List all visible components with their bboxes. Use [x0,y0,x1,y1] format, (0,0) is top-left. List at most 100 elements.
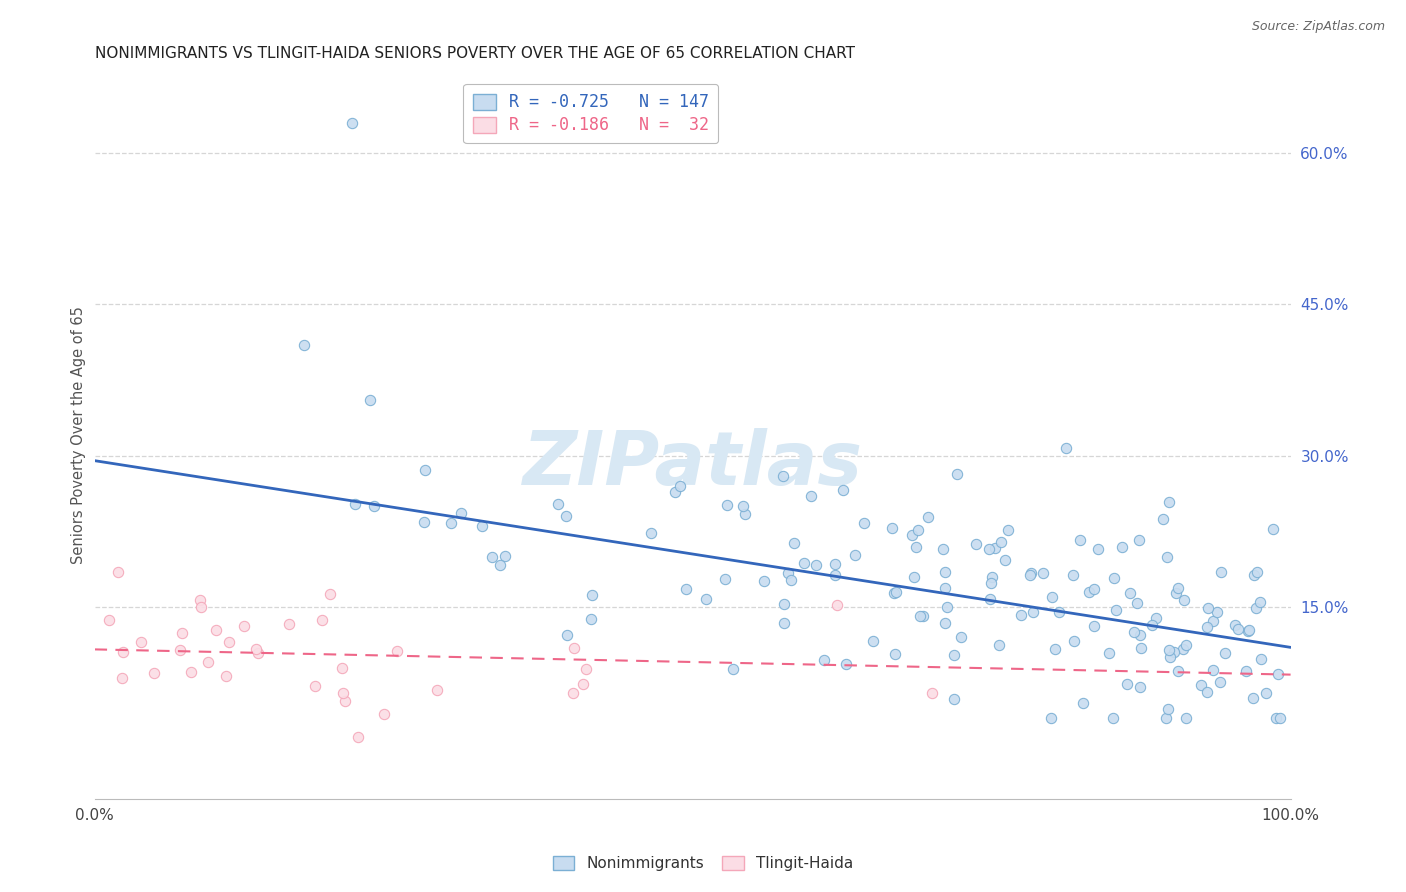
Point [921,686,943,700]
Point [908,609,931,624]
Point [804,558,827,573]
Point [1077,584,1099,599]
Point [581,588,603,602]
Point [1264,711,1286,725]
Legend: Nonimmigrants, Tlingit-Haida: Nonimmigrants, Tlingit-Haida [547,850,859,877]
Point [1202,664,1225,678]
Point [1234,664,1257,678]
Point [246,646,269,660]
Point [1263,522,1285,536]
Point [1054,441,1077,455]
Point [1104,571,1126,585]
Point [1227,622,1250,636]
Point [1159,650,1181,665]
Point [980,570,1002,584]
Point [825,598,848,612]
Point [1268,711,1291,725]
Point [1032,566,1054,580]
Point [946,467,969,481]
Point [111,671,134,685]
Point [664,484,686,499]
Point [824,567,846,582]
Point [142,665,165,680]
Point [716,498,738,512]
Point [994,553,1017,567]
Point [129,635,152,649]
Point [949,630,972,644]
Point [907,524,929,538]
Point [204,624,226,638]
Point [752,574,775,588]
Point [190,600,212,615]
Point [98,613,121,627]
Point [1073,697,1095,711]
Point [882,521,904,535]
Point [333,694,356,708]
Point [853,516,876,531]
Point [1250,652,1272,666]
Point [1237,624,1260,638]
Point [813,653,835,667]
Point [932,542,955,557]
Point [1197,600,1219,615]
Point [1062,567,1084,582]
Point [1069,533,1091,548]
Text: Source: ZipAtlas.com: Source: ZipAtlas.com [1251,20,1385,33]
Point [562,686,585,700]
Point [1213,646,1236,660]
Point [197,655,219,669]
Point [1019,568,1042,582]
Point [1123,625,1146,640]
Point [1173,593,1195,607]
Point [1157,702,1180,716]
Point [905,541,928,555]
Point [1083,582,1105,596]
Point [1202,614,1225,628]
Point [1087,542,1109,557]
Point [772,616,794,631]
Point [901,528,924,542]
Point [245,642,267,657]
Point [278,616,301,631]
Point [783,536,806,550]
Point [1022,605,1045,619]
Point [1157,494,1180,508]
Point [1039,711,1062,725]
Point [1040,590,1063,604]
Point [731,499,754,513]
Point [547,497,569,511]
Point [734,508,756,522]
Point [1223,617,1246,632]
Point [180,665,202,679]
Point [1116,677,1139,691]
Point [415,463,437,477]
Point [1101,711,1123,725]
Point [330,660,353,674]
Point [1045,642,1067,657]
Point [1111,541,1133,555]
Point [107,565,129,579]
Point [987,638,1010,652]
Point [934,616,956,631]
Point [555,628,578,642]
Point [695,592,717,607]
Point [883,586,905,600]
Point [903,570,925,584]
Point [292,337,315,351]
Point [844,548,866,562]
Point [1128,533,1150,547]
Point [1163,645,1185,659]
Point [450,506,472,520]
Point [562,640,585,655]
Point [1098,646,1121,660]
Point [997,523,1019,537]
Point [1246,565,1268,579]
Point [1267,667,1289,681]
Point [1189,678,1212,692]
Point [1142,617,1164,632]
Point [481,549,503,564]
Point [1195,620,1218,634]
Point [640,525,662,540]
Point [721,662,744,676]
Point [218,634,240,648]
